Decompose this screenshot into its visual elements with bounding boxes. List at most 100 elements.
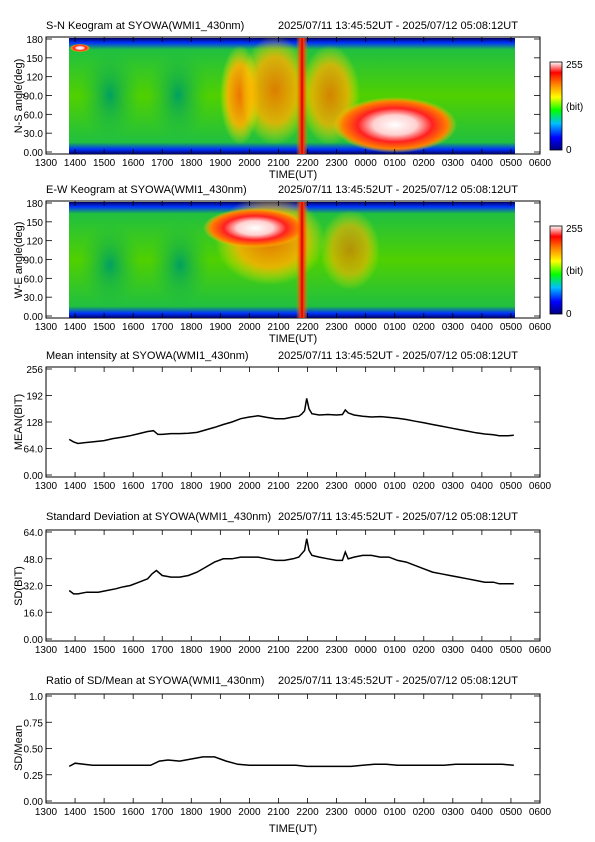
sn-ytick-label: 90.0 xyxy=(24,92,44,103)
mean-xtick-label: 0400 xyxy=(471,481,494,492)
sd-xtick-label: 0300 xyxy=(442,645,465,656)
ratio-xtick-label: 2200 xyxy=(296,807,319,818)
sn-bright-patch xyxy=(333,97,457,153)
sd-xtick-label: 1800 xyxy=(180,645,203,656)
mean-xtick-label: 0000 xyxy=(355,481,378,492)
sd-xtick-label: 0200 xyxy=(413,645,436,656)
sn-ytick-label: 0.00 xyxy=(24,148,44,159)
sn-xtick-label: 0500 xyxy=(500,158,523,169)
sn-xtick-label: 1300 xyxy=(35,158,58,169)
sn-colorbar-unit: (bit) xyxy=(566,102,583,113)
sd-xtick-label: 1900 xyxy=(209,645,232,656)
mean-ytick-label: 0.00 xyxy=(24,471,44,482)
ew-xtick-label: 0500 xyxy=(500,322,523,333)
sd-xtick-label: 0500 xyxy=(500,645,523,656)
sn-cool-region xyxy=(148,45,208,145)
ew-ytick-label: 150 xyxy=(26,218,43,229)
ew-ytick-label: 180 xyxy=(26,199,43,210)
ew-keogram-panel: E-W Keogram at SYOWA(WMI1_430nm) 2025/07… xyxy=(13,184,583,345)
sn-ylabel: N-S angle(deg) xyxy=(13,59,25,134)
mean-xtick-label: 1300 xyxy=(35,481,58,492)
sd-panel: Standard Deviation at SYOWA(WMI1_430nm) … xyxy=(13,511,552,656)
ew-colorbar-unit: (bit) xyxy=(566,266,583,277)
sd-xtick-label: 1500 xyxy=(93,645,116,656)
ew-ylabel: W-E angle(deg) xyxy=(13,222,25,299)
ratio-ytick-label: 0.25 xyxy=(24,771,44,782)
mean-xtick-label: 1400 xyxy=(64,481,87,492)
sn-xtick-label: 1700 xyxy=(151,158,174,169)
ratio-xtick-label: 0500 xyxy=(500,807,523,818)
ratio-panel: Ratio of SD/Mean at SYOWA(WMI1_430nm) 20… xyxy=(13,675,552,835)
sn-xtick-label: 0200 xyxy=(413,158,436,169)
mean-ytick-label: 192 xyxy=(26,392,43,403)
sn-vertical-streak xyxy=(296,38,308,154)
sn-xtick-label: 1500 xyxy=(93,158,116,169)
ratio-plot-frame xyxy=(46,694,540,803)
sd-xtick-label: 1700 xyxy=(151,645,174,656)
ratio-xtick-label: 1500 xyxy=(93,807,116,818)
sd-ytick-label: 0.00 xyxy=(24,635,44,646)
sn-xtick-label: 1400 xyxy=(64,158,87,169)
ratio-xtick-label: 2000 xyxy=(238,807,261,818)
ratio-xtick-label: 2300 xyxy=(325,807,348,818)
ew-xtick-label: 0300 xyxy=(442,322,465,333)
mean-xtick-label: 0300 xyxy=(442,481,465,492)
sn-ytick-label: 120 xyxy=(26,73,43,84)
mean-xtick-label: 0100 xyxy=(384,481,407,492)
ratio-xtick-label: 1300 xyxy=(35,807,58,818)
sn-xtick-label: 0300 xyxy=(442,158,465,169)
ew-xtick-label: 1400 xyxy=(64,322,87,333)
sn-heatmap xyxy=(69,35,515,154)
mean-ylabel: MEAN(BIT) xyxy=(13,394,25,450)
sd-xtick-label: 0400 xyxy=(471,645,494,656)
sd-xtick-label: 1300 xyxy=(35,645,58,656)
ew-xtick-label: 0400 xyxy=(471,322,494,333)
ew-xlabel: TIME(UT) xyxy=(269,333,317,345)
sn-colorbar xyxy=(550,62,562,150)
sd-xtick-label: 2000 xyxy=(238,645,261,656)
sd-time-range: 2025/07/11 13:45:52UT - 2025/07/12 05:08… xyxy=(278,511,518,523)
sd-ytick-label: 48.0 xyxy=(24,555,44,566)
ratio-title: Ratio of SD/Mean at SYOWA(WMI1_430nm) xyxy=(46,675,264,687)
sn-keogram-time-range: 2025/07/11 13:45:52UT - 2025/07/12 05:08… xyxy=(278,20,518,32)
ratio-xtick-label: 1700 xyxy=(151,807,174,818)
ew-warm-region xyxy=(320,210,380,290)
ew-keogram-time-range: 2025/07/11 13:45:52UT - 2025/07/12 05:08… xyxy=(278,184,518,196)
ew-xtick-label: 0600 xyxy=(529,322,552,333)
ratio-xtick-label: 1900 xyxy=(209,807,232,818)
sn-keogram-panel: S-N Keogram at SYOWA(WMI1_430nm) 2025/07… xyxy=(13,20,583,181)
ew-colorbar xyxy=(550,226,562,314)
sd-xtick-label: 1600 xyxy=(122,645,145,656)
ratio-ytick-label: 1.0 xyxy=(29,692,43,703)
sn-xtick-label: 0100 xyxy=(384,158,407,169)
sd-xtick-label: 1400 xyxy=(64,645,87,656)
sd-xtick-label: 2300 xyxy=(325,645,348,656)
mean-xtick-label: 2200 xyxy=(296,481,319,492)
sn-xtick-label: 2300 xyxy=(325,158,348,169)
sn-ytick-label: 150 xyxy=(26,54,43,65)
ew-xtick-label: 1800 xyxy=(180,322,203,333)
ew-ytick-label: 90.0 xyxy=(24,256,44,267)
ew-colorbar-max: 255 xyxy=(566,224,583,235)
mean-xtick-label: 1800 xyxy=(180,481,203,492)
ratio-xtick-label: 2100 xyxy=(267,807,290,818)
sn-xtick-label: 2100 xyxy=(267,158,290,169)
ratio-ytick-label: 0.50 xyxy=(24,745,44,756)
ratio-xtick-label: 0300 xyxy=(442,807,465,818)
sn-ytick-label: 30.0 xyxy=(24,129,44,140)
sn-colorbar-max: 255 xyxy=(566,60,583,71)
mean-xtick-label: 0500 xyxy=(500,481,523,492)
sn-xtick-label: 2000 xyxy=(238,158,261,169)
ew-xtick-label: 2000 xyxy=(238,322,261,333)
sd-xtick-label: 0100 xyxy=(384,645,407,656)
ew-xtick-label: 1300 xyxy=(35,322,58,333)
sn-cool-region xyxy=(80,45,140,145)
mean-ytick-label: 256 xyxy=(26,365,43,376)
mean-xtick-label: 2300 xyxy=(325,481,348,492)
mean-title: Mean intensity at SYOWA(WMI1_430nm) xyxy=(46,350,249,362)
ew-xtick-label: 2200 xyxy=(296,322,319,333)
ew-ytick-label: 30.0 xyxy=(24,293,44,304)
ratio-time-range: 2025/07/11 13:45:52UT - 2025/07/12 05:08… xyxy=(278,675,518,687)
ew-xtick-label: 1700 xyxy=(151,322,174,333)
